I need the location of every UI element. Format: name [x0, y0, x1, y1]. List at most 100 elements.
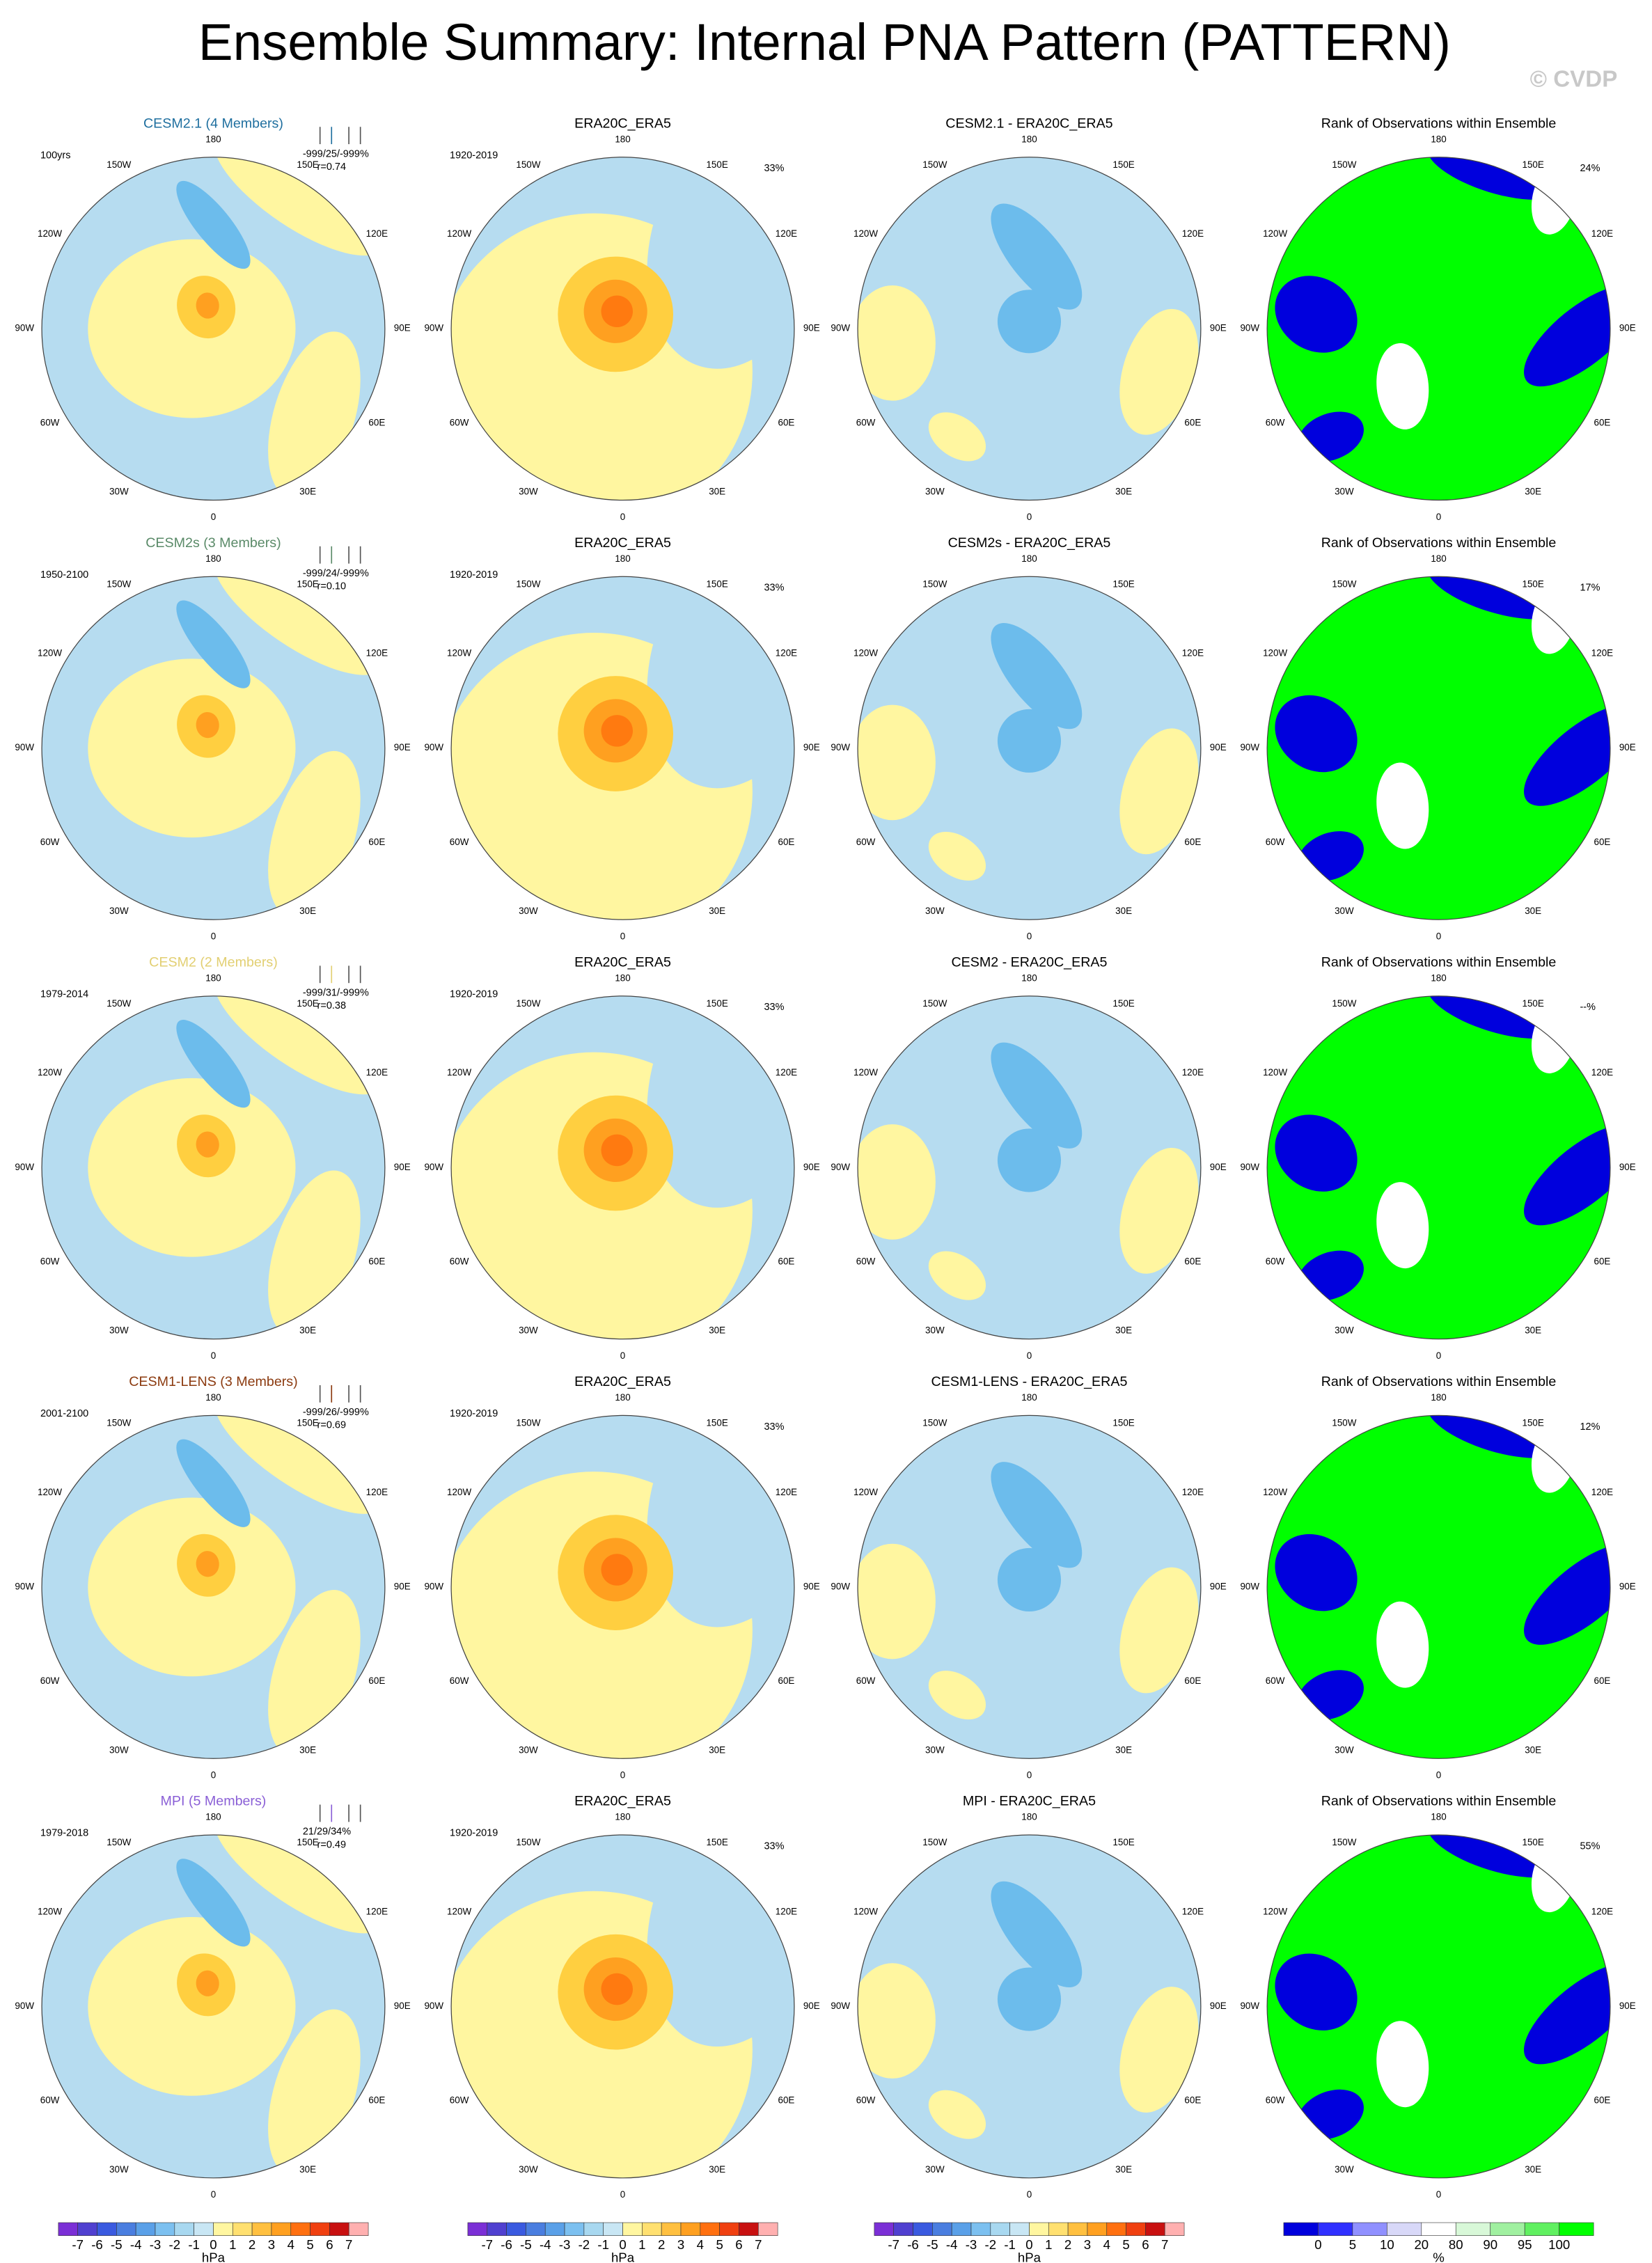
longitude-label: 30W — [109, 906, 129, 916]
longitude-label: 30W — [519, 1744, 538, 1755]
colorbar-box — [1352, 2222, 1387, 2236]
colorbar-label: 0 — [1025, 2237, 1032, 2252]
colorbar-label: -5 — [927, 2237, 938, 2252]
colorbar-label: 7 — [1161, 2237, 1168, 2252]
longitude-label: 150W — [922, 1417, 947, 1428]
colorbar-box — [913, 2222, 933, 2236]
longitude-label: 90E — [803, 1581, 820, 1591]
longitude-label: 90W — [424, 1162, 443, 1172]
longitude-label: 90W — [15, 1581, 34, 1591]
longitude-label: 150E — [297, 998, 318, 1009]
colorbar-label: 3 — [268, 2237, 275, 2252]
longitude-label: 120W — [1263, 648, 1287, 659]
longitude-label: 150W — [1332, 1417, 1356, 1428]
watermark: © CVDP — [1530, 67, 1618, 93]
longitude-label: 180 — [1021, 1812, 1037, 1822]
longitude-label: 90E — [1619, 1581, 1636, 1591]
longitude-label: 60E — [1594, 1256, 1610, 1266]
longitude-label: 120E — [1591, 1487, 1613, 1497]
longitude-label: 0 — [211, 512, 216, 522]
period: 1920-2019 — [450, 150, 498, 161]
colorbar-label: 5 — [716, 2237, 723, 2252]
colorbar-box — [1421, 2222, 1456, 2236]
colorbar-box — [116, 2222, 136, 2236]
longitude-label: 30W — [1335, 1744, 1354, 1755]
longitude-label: 90E — [1210, 1581, 1227, 1591]
map-region — [1524, 1543, 1610, 1645]
longitude-label: 60W — [856, 1675, 876, 1686]
panel-title: CESM2s - ERA20C_ERA5 — [948, 535, 1111, 551]
map-border — [41, 157, 386, 501]
colorbar-label: 7 — [345, 2237, 352, 2252]
longitude-label: 120W — [1263, 1906, 1287, 1916]
colorbar-label: 0 — [210, 2237, 217, 2252]
longitude-label: 0 — [211, 1350, 216, 1361]
map-region — [1275, 1114, 1358, 1192]
longitude-label: 30W — [519, 2164, 538, 2175]
longitude-label: 150E — [1112, 578, 1134, 589]
colorbar-box — [642, 2222, 662, 2236]
panel-title: Rank of Observations within Ensemble — [1321, 954, 1557, 970]
longitude-label: 120W — [853, 1067, 878, 1078]
map-region — [928, 2090, 986, 2139]
colorbar-box — [622, 2222, 643, 2236]
longitude-label: 30E — [1115, 906, 1132, 916]
map-border — [450, 1414, 795, 1759]
longitude-label: 30W — [925, 487, 945, 497]
longitude-label: 60W — [450, 1675, 469, 1686]
panel-title: CESM2s (3 Members) — [145, 535, 281, 551]
longitude-label: 150E — [706, 1417, 727, 1428]
longitude-label: 120W — [447, 1067, 471, 1078]
panel-title: CESM2 - ERA20C_ERA5 — [951, 954, 1107, 970]
longitude-label: 150W — [516, 998, 540, 1009]
map-region — [991, 1881, 1083, 1987]
longitude-label: 150W — [922, 159, 947, 170]
map-region — [858, 1963, 936, 2079]
map-region — [858, 704, 936, 821]
longitude-label: 30E — [709, 2164, 725, 2175]
longitude-label: 60W — [40, 1675, 60, 1686]
map — [1267, 1415, 1610, 1759]
variance-percent: 33% — [764, 1840, 784, 1852]
colorbar-box — [1387, 2222, 1422, 2236]
longitude-label: 150W — [1332, 578, 1356, 589]
map-border — [857, 157, 1202, 501]
longitude-label: 90E — [1619, 2001, 1636, 2011]
map-region — [1275, 276, 1358, 353]
longitude-label: 150E — [706, 159, 727, 170]
map-region — [997, 290, 1062, 354]
longitude-label: 150E — [1522, 159, 1543, 170]
map-border — [1266, 576, 1611, 920]
longitude-label: 30W — [1335, 487, 1354, 497]
colorbar-label: 4 — [697, 2237, 704, 2252]
colorbar-label: 4 — [288, 2237, 294, 2252]
colorbar-box — [329, 2222, 349, 2236]
longitude-label: 120E — [366, 1067, 388, 1078]
colorbar-box — [251, 2222, 272, 2236]
panel-title: Rank of Observations within Ensemble — [1321, 116, 1557, 131]
colorbar-label: 80 — [1449, 2237, 1463, 2252]
period: 1920-2019 — [450, 1408, 498, 1419]
longitude-label: 120E — [1182, 228, 1204, 239]
longitude-label: 30E — [1525, 2164, 1541, 2175]
map-region — [928, 412, 986, 462]
longitude-label: 120E — [1591, 228, 1613, 239]
map-region — [991, 1462, 1083, 1568]
map — [858, 995, 1201, 1339]
longitude-label: 30W — [925, 1325, 945, 1336]
longitude-label: 30W — [109, 1744, 129, 1755]
map — [1267, 995, 1610, 1339]
colorbar-box — [583, 2222, 604, 2236]
pattern-stats: -999/25/-999% — [303, 148, 369, 159]
longitude-label: 150E — [1112, 1417, 1134, 1428]
longitude-label: 150W — [107, 998, 131, 1009]
longitude-label: 150W — [516, 1837, 540, 1847]
panel-title: CESM1-LENS - ERA20C_ERA5 — [931, 1374, 1128, 1389]
map-region — [928, 1671, 986, 1720]
longitude-label: 60W — [856, 417, 876, 427]
colorbar-box — [526, 2222, 546, 2236]
longitude-label: 90E — [394, 323, 411, 333]
longitude-label: 30E — [1525, 906, 1541, 916]
variance-percent: 33% — [764, 1421, 784, 1433]
